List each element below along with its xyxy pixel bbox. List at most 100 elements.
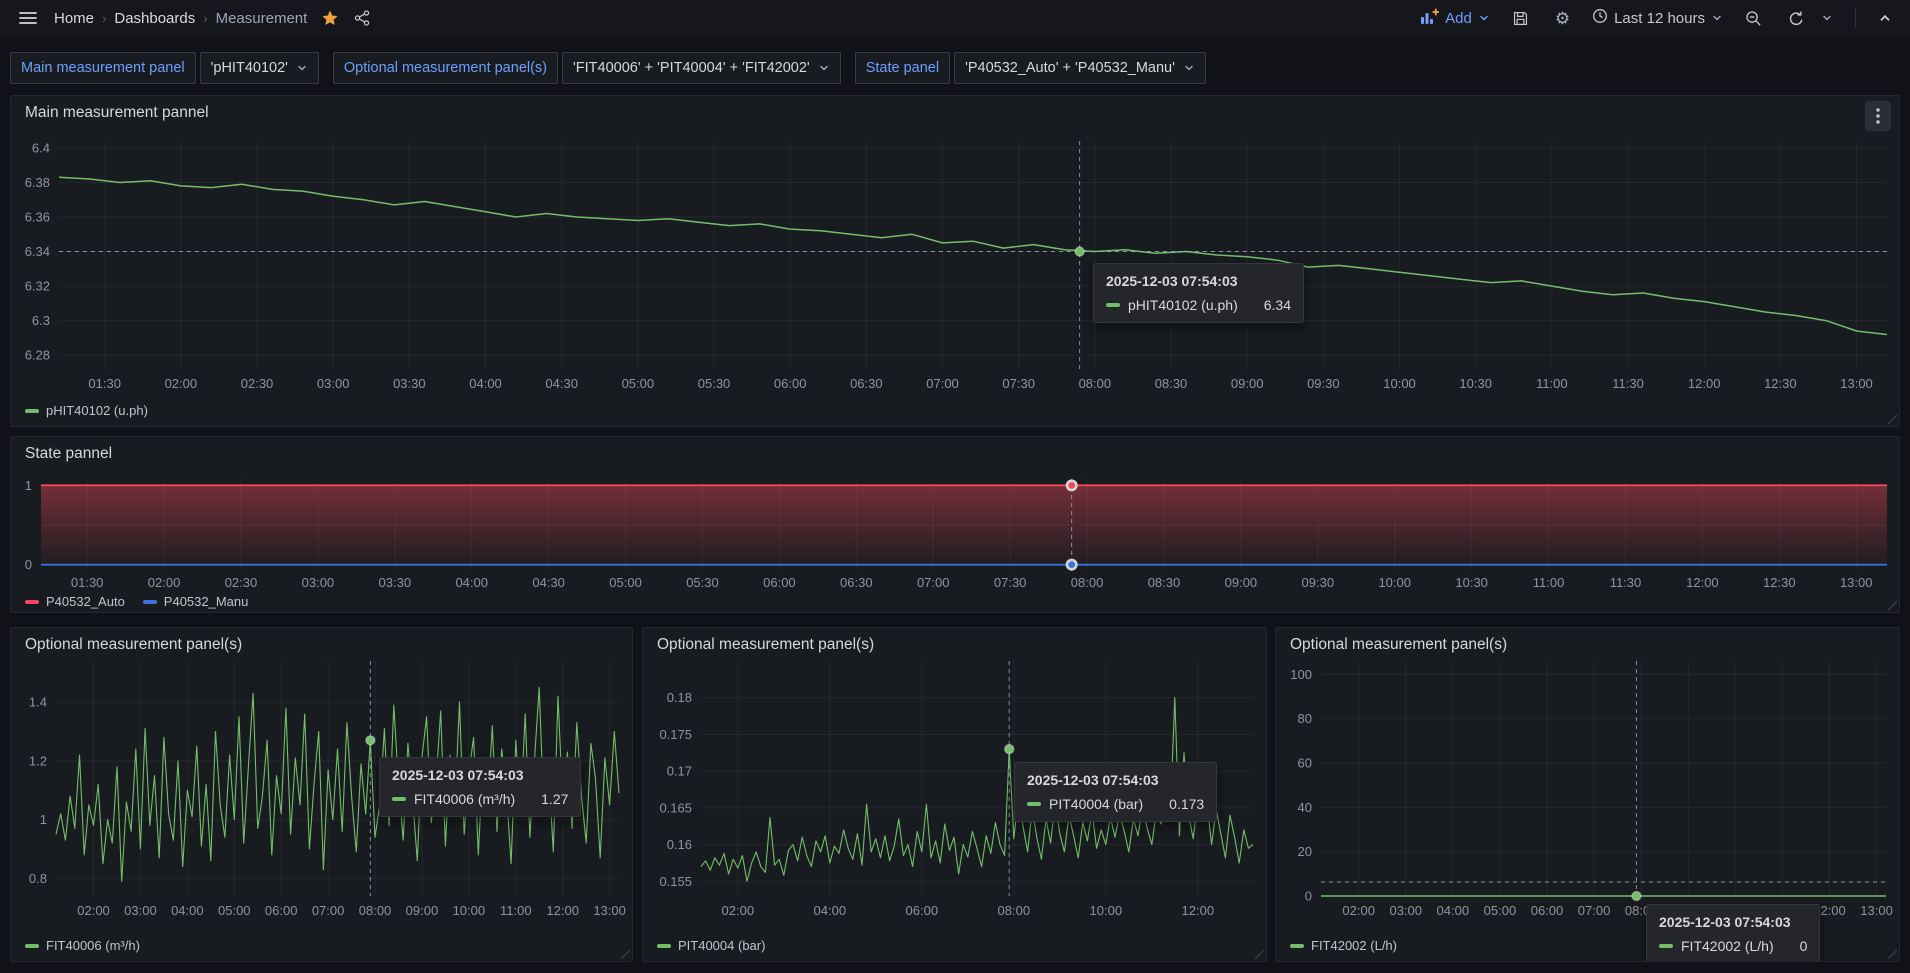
chart-tooltip: 2025-12-03 07:54:03 FIT42002 (L/h) 0 bbox=[1646, 904, 1820, 962]
svg-text:08:00: 08:00 bbox=[998, 903, 1031, 918]
svg-text:04:30: 04:30 bbox=[532, 575, 565, 590]
svg-text:09:00: 09:00 bbox=[406, 903, 439, 918]
svg-text:03:00: 03:00 bbox=[302, 575, 335, 590]
top-navigation: Home › Dashboards › Measurement Add ⚙ bbox=[0, 0, 1910, 36]
variable-label-optional[interactable]: Optional measurement panel(s) bbox=[333, 52, 558, 84]
svg-text:09:30: 09:30 bbox=[1307, 376, 1340, 391]
svg-text:0.18: 0.18 bbox=[667, 690, 692, 705]
series-marker bbox=[25, 600, 39, 604]
star-icon[interactable] bbox=[317, 5, 343, 31]
optional-panel-pit40004: 0.180.1750.170.1650.160.15502:0004:0006:… bbox=[642, 627, 1267, 962]
menu-icon[interactable] bbox=[14, 4, 42, 32]
legend-label: P40532_Manu bbox=[164, 594, 249, 609]
svg-text:12:30: 12:30 bbox=[1764, 376, 1797, 391]
variable-label-state[interactable]: State panel bbox=[855, 52, 950, 84]
legend-item[interactable]: FIT40006 (m³/h) bbox=[25, 938, 140, 953]
save-icon[interactable] bbox=[1508, 6, 1533, 31]
panel-menu-button[interactable] bbox=[1865, 101, 1891, 131]
svg-text:08:00: 08:00 bbox=[1071, 575, 1104, 590]
gear-icon[interactable]: ⚙ bbox=[1551, 6, 1574, 31]
chevron-up-icon[interactable] bbox=[1874, 7, 1896, 29]
breadcrumb-dashboards[interactable]: Dashboards bbox=[114, 10, 195, 27]
panel-title[interactable]: Optional measurement panel(s) bbox=[657, 636, 874, 654]
legend-item[interactable]: FIT42002 (L/h) bbox=[1290, 938, 1397, 953]
legend-item[interactable]: PIT40004 (bar) bbox=[657, 938, 765, 953]
svg-text:6.38: 6.38 bbox=[25, 175, 50, 190]
svg-text:03:00: 03:00 bbox=[1389, 903, 1422, 918]
variable-value: 'P40532_Auto' + 'P40532_Manu' bbox=[965, 60, 1175, 76]
svg-text:60: 60 bbox=[1298, 755, 1312, 770]
svg-text:09:00: 09:00 bbox=[1225, 575, 1258, 590]
panel-title[interactable]: Optional measurement panel(s) bbox=[1290, 636, 1507, 654]
svg-text:0.165: 0.165 bbox=[659, 800, 692, 815]
variable-select-optional[interactable]: 'FIT40006' + 'PIT40004' + 'FIT42002' bbox=[562, 52, 841, 84]
tooltip-time: 2025-12-03 07:54:03 bbox=[1659, 914, 1807, 930]
legend-item[interactable]: pHIT40102 (u.ph) bbox=[25, 403, 148, 418]
svg-text:04:00: 04:00 bbox=[469, 376, 502, 391]
svg-text:11:30: 11:30 bbox=[1612, 376, 1644, 391]
refresh-icon[interactable] bbox=[1784, 6, 1809, 31]
legend-item[interactable]: P40532_Manu bbox=[143, 594, 249, 609]
chevron-down-icon bbox=[1478, 12, 1490, 24]
chevron-down-icon bbox=[818, 62, 830, 74]
tooltip-value: 0.173 bbox=[1151, 796, 1204, 812]
tooltip-value: 6.34 bbox=[1246, 297, 1291, 313]
main-chart[interactable]: 6.46.386.366.346.326.36.2801:3002:0002:3… bbox=[11, 96, 1899, 426]
svg-text:04:00: 04:00 bbox=[1437, 903, 1470, 918]
chevron-down-icon bbox=[1711, 12, 1723, 24]
svg-text:13:00: 13:00 bbox=[1840, 575, 1873, 590]
panel-title[interactable]: Optional measurement panel(s) bbox=[25, 636, 242, 654]
svg-text:11:00: 11:00 bbox=[1533, 575, 1565, 590]
legend-label: P40532_Auto bbox=[46, 594, 125, 609]
svg-text:6.3: 6.3 bbox=[32, 313, 50, 328]
legend-item[interactable]: P40532_Auto bbox=[25, 594, 125, 609]
svg-text:0.175: 0.175 bbox=[659, 727, 692, 742]
svg-text:0.155: 0.155 bbox=[659, 874, 692, 889]
variable-select-main[interactable]: 'pHIT40102' bbox=[200, 52, 319, 84]
legend-label: FIT42002 (L/h) bbox=[1311, 938, 1397, 953]
svg-text:04:00: 04:00 bbox=[814, 903, 847, 918]
svg-text:01:30: 01:30 bbox=[88, 376, 121, 391]
svg-text:07:00: 07:00 bbox=[926, 376, 959, 391]
graph-add-icon bbox=[1420, 8, 1439, 29]
series-marker bbox=[1659, 944, 1673, 948]
optional-panel-fit40006: 1.41.210.802:0003:0004:0005:0006:0007:00… bbox=[10, 627, 633, 962]
svg-text:6.28: 6.28 bbox=[25, 348, 50, 363]
svg-text:02:30: 02:30 bbox=[225, 575, 258, 590]
state-chart[interactable]: 1001:3002:0002:3003:0003:3004:0004:3005:… bbox=[11, 437, 1899, 612]
dashboard-variables-row: Main measurement panel 'pHIT40102' Optio… bbox=[10, 52, 1220, 84]
series-marker bbox=[1027, 802, 1041, 806]
svg-text:0: 0 bbox=[25, 557, 32, 572]
panel-title[interactable]: Main measurement pannel bbox=[25, 104, 209, 122]
variable-label-main[interactable]: Main measurement panel bbox=[10, 52, 196, 84]
svg-text:08:30: 08:30 bbox=[1148, 575, 1181, 590]
svg-text:40: 40 bbox=[1298, 800, 1312, 815]
chevron-down-icon bbox=[1183, 62, 1195, 74]
share-icon[interactable] bbox=[349, 5, 375, 31]
panel-title[interactable]: State pannel bbox=[25, 445, 112, 463]
breadcrumb-current: Measurement bbox=[216, 10, 308, 27]
tooltip-series: FIT42002 (L/h) bbox=[1681, 938, 1774, 954]
breadcrumb-separator: › bbox=[102, 11, 106, 26]
add-button[interactable]: Add bbox=[1420, 8, 1490, 29]
svg-text:02:00: 02:00 bbox=[722, 903, 755, 918]
svg-text:07:00: 07:00 bbox=[312, 903, 345, 918]
variable-value: 'pHIT40102' bbox=[211, 60, 288, 76]
breadcrumb: Home › Dashboards › Measurement bbox=[54, 10, 307, 27]
tooltip-series: FIT40006 (m³/h) bbox=[414, 791, 515, 807]
svg-text:13:00: 13:00 bbox=[593, 903, 626, 918]
variable-select-state[interactable]: 'P40532_Auto' + 'P40532_Manu' bbox=[954, 52, 1206, 84]
svg-text:06:00: 06:00 bbox=[1531, 903, 1564, 918]
svg-text:04:00: 04:00 bbox=[171, 903, 204, 918]
svg-text:05:30: 05:30 bbox=[686, 575, 719, 590]
chart-tooltip: 2025-12-03 07:54:03 pHIT40102 (u.ph) 6.3… bbox=[1093, 263, 1304, 323]
refresh-interval-dropdown[interactable] bbox=[1817, 8, 1837, 28]
chart-legend: FIT42002 (L/h) bbox=[1290, 938, 1397, 953]
time-range-picker[interactable]: Last 12 hours bbox=[1592, 8, 1723, 28]
svg-text:08:00: 08:00 bbox=[359, 903, 392, 918]
add-button-label: Add bbox=[1445, 10, 1472, 27]
chart-legend: FIT40006 (m³/h) bbox=[25, 938, 140, 953]
zoom-out-icon[interactable] bbox=[1741, 6, 1766, 31]
breadcrumb-home[interactable]: Home bbox=[54, 10, 94, 27]
svg-text:05:30: 05:30 bbox=[698, 376, 731, 391]
